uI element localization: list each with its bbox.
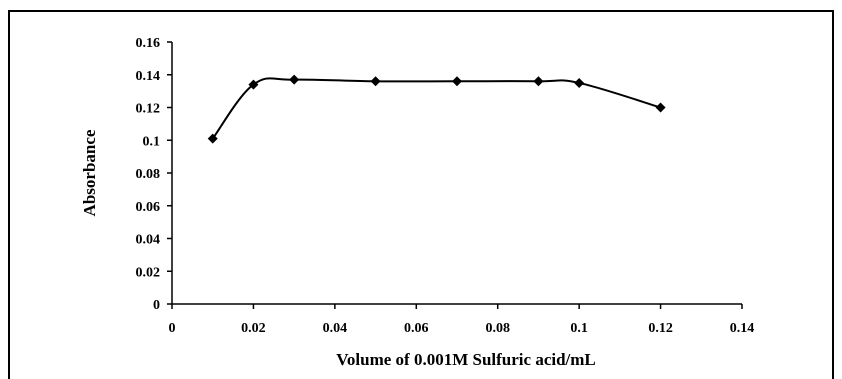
x-tick-label: 0.1 [570, 321, 588, 336]
y-tick-label: 0.1 [143, 134, 161, 149]
x-tick-label: 0.08 [485, 321, 510, 336]
x-tick-label: 0.04 [323, 321, 348, 336]
y-tick-label: 0.02 [136, 265, 161, 280]
chart-frame [8, 10, 834, 379]
data-point-marker [289, 74, 300, 85]
data-point-marker [655, 102, 666, 113]
x-tick-label: 0.02 [241, 321, 266, 336]
x-tick-label: 0.14 [730, 321, 755, 336]
data-point-marker [370, 76, 381, 87]
x-tick-label: 0.06 [404, 321, 429, 336]
x-tick-label: 0.12 [648, 321, 673, 336]
y-tick-label: 0.14 [136, 69, 161, 84]
y-tick-label: 0.12 [136, 102, 161, 117]
data-point-marker [207, 133, 218, 144]
y-tick-label: 0.16 [136, 36, 161, 51]
y-tick-label: 0 [153, 298, 160, 313]
x-tick-label: 0 [169, 321, 176, 336]
data-point-marker [452, 76, 462, 87]
y-tick-label: 0.08 [136, 167, 161, 182]
series-line [211, 77, 661, 140]
plot-area [207, 74, 666, 144]
x-axis-title: Volume of 0.001M Sulfuric acid/mL [336, 350, 596, 369]
y-tick-label: 0.04 [136, 233, 161, 248]
data-point-marker [533, 76, 544, 87]
data-point-marker [574, 77, 585, 88]
y-tick-label: 0.06 [136, 200, 161, 215]
y-axis-title: Absorbance [80, 129, 99, 216]
data-point-marker [248, 79, 259, 90]
ticks: 0 0.02 0.04 0.06 0.08 0.1 0.12 0.14 0.16 0 0.02 0.0… [136, 36, 755, 336]
